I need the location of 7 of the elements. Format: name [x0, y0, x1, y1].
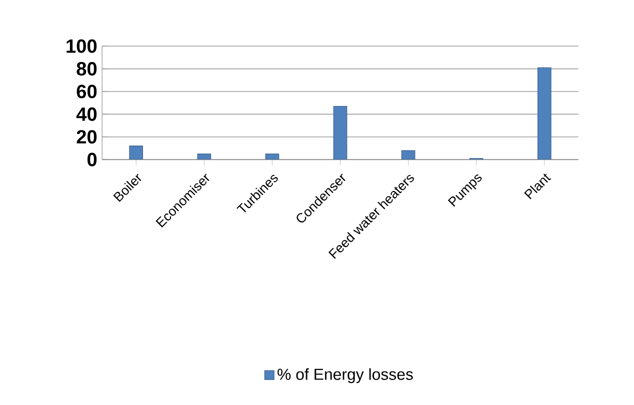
- y-tick-label: 0: [87, 152, 97, 166]
- legend-label: % of Energy losses: [278, 368, 413, 383]
- y-tick-label: 80: [76, 62, 97, 76]
- y-tick-label: 60: [76, 84, 97, 98]
- y-tick-label: 20: [76, 130, 97, 144]
- y-tick-label: 100: [66, 39, 97, 53]
- y-tick-label: 40: [76, 107, 97, 121]
